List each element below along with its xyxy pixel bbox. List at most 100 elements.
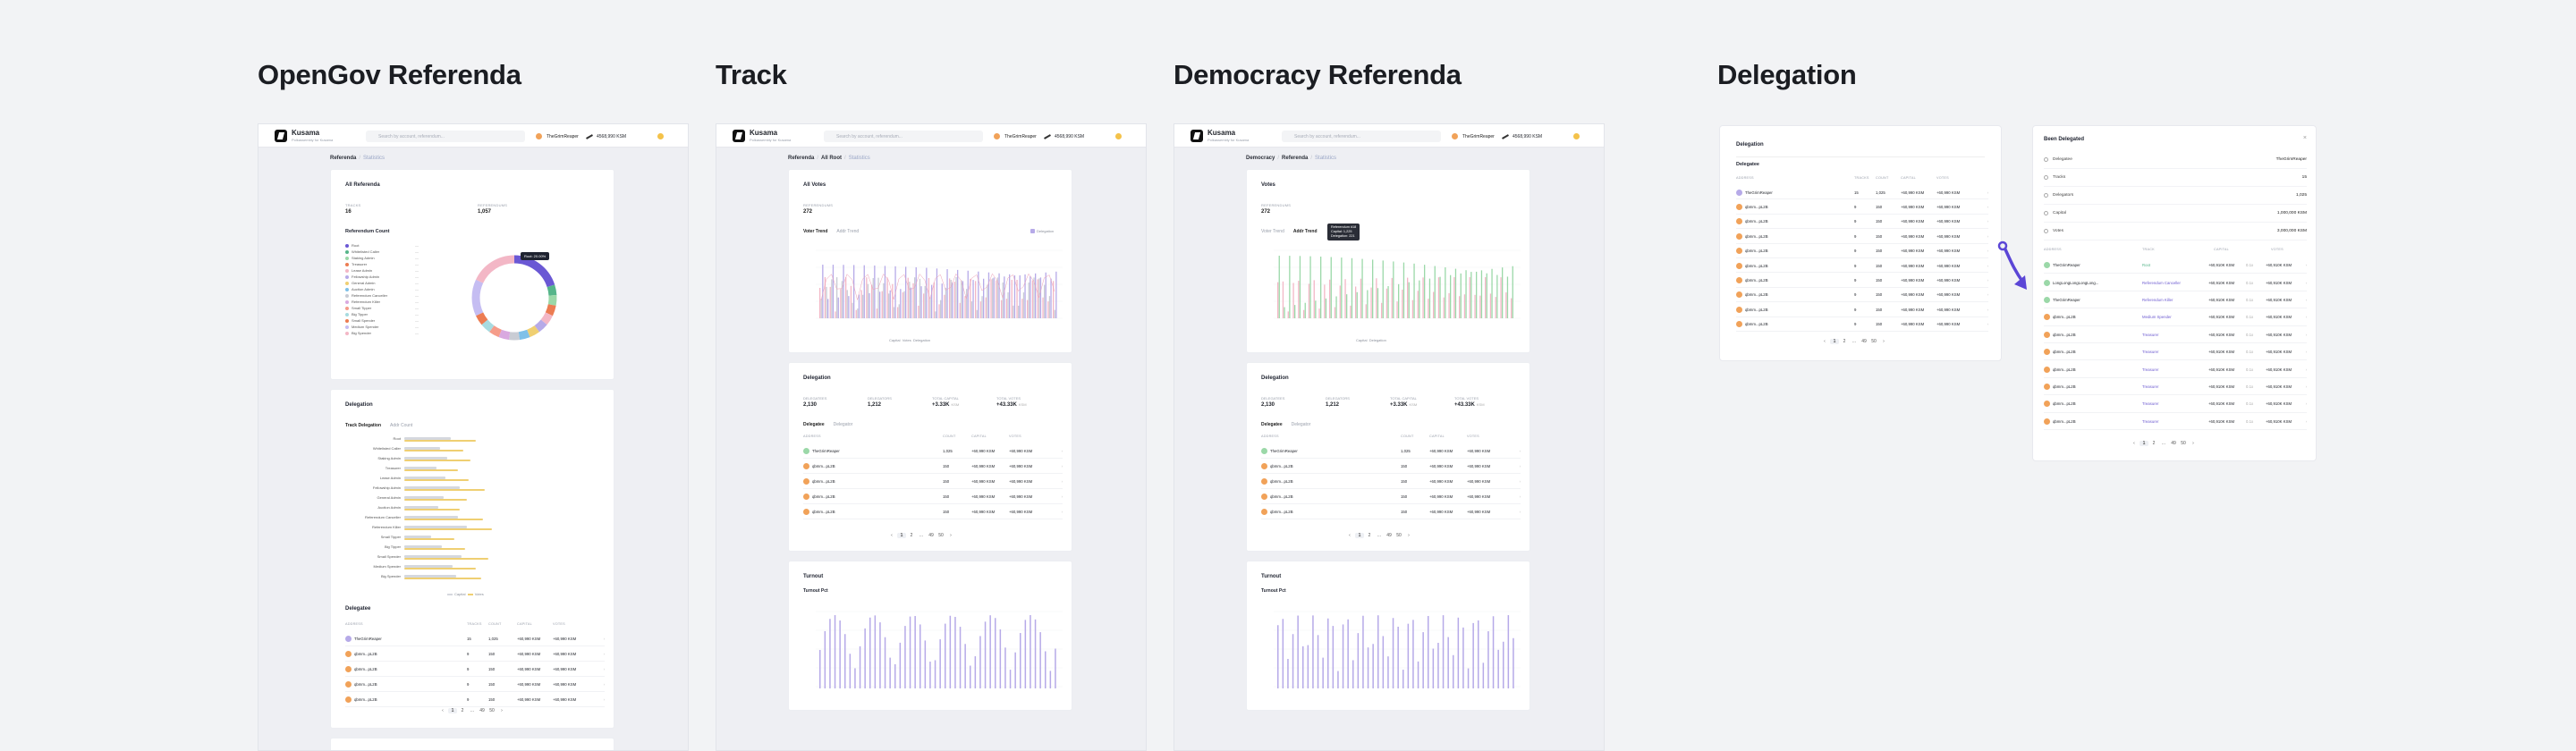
balance-button[interactable]: 4568,990 KSM — [1502, 131, 1542, 139]
page-button[interactable]: 49 — [928, 533, 934, 538]
bar-capital[interactable] — [404, 575, 456, 578]
table-row[interactable]: qbmm...pL2B 150 +60,990 KSM +60,990 KSM › — [803, 459, 1063, 474]
turnout-bar[interactable] — [970, 665, 971, 688]
trend-bar[interactable] — [979, 301, 982, 318]
turnout-bar[interactable] — [1024, 620, 1027, 688]
trend-bar[interactable] — [1402, 262, 1405, 318]
page-button[interactable]: ... — [2161, 441, 2166, 446]
trend-bar[interactable] — [1341, 257, 1343, 318]
bar-votes[interactable] — [404, 558, 488, 560]
table-row[interactable]: qbmm...pL2B 9 150 +60,990 KSM +60,990 KSM › — [345, 677, 605, 692]
trend-bar[interactable] — [884, 266, 886, 318]
trend-bar[interactable] — [1460, 273, 1462, 318]
row-address[interactable]: qbmm...pL2B — [2053, 350, 2076, 355]
trend-bar[interactable] — [1019, 274, 1021, 318]
trend-bar[interactable] — [928, 277, 930, 318]
bar-votes[interactable] — [404, 548, 465, 550]
bar-capital[interactable] — [404, 545, 442, 548]
bar-capital[interactable] — [404, 447, 440, 450]
page-button[interactable]: 2 — [2152, 441, 2156, 446]
turnout-bar[interactable] — [854, 668, 856, 688]
row-address[interactable]: qbmm...pL2B — [1270, 464, 1293, 468]
trend-bar[interactable] — [1033, 277, 1035, 318]
turnout-bar[interactable] — [1004, 647, 1006, 688]
page-button[interactable]: 1 — [1355, 533, 1364, 538]
chevron-right-icon[interactable]: › — [1061, 510, 1063, 514]
row-address[interactable]: qbmm...pL2B — [1745, 278, 1768, 283]
turnout-bar[interactable] — [1362, 615, 1364, 688]
trend-bar[interactable] — [1028, 282, 1030, 318]
trend-bar[interactable] — [992, 278, 994, 318]
trend-bar[interactable] — [1459, 296, 1461, 318]
trend-bar[interactable] — [1385, 288, 1388, 318]
trend-bar[interactable] — [952, 282, 953, 318]
trend-bar[interactable] — [1398, 283, 1400, 318]
tab-delegator[interactable]: Delegator — [1291, 422, 1311, 427]
table-row[interactable]: qbmm...pL2B 150 +60,990 KSM +60,990 KSM › — [803, 504, 1063, 519]
row-address[interactable]: qbmm...pL2B — [2053, 367, 2076, 372]
bar-votes[interactable] — [404, 519, 483, 520]
column-header[interactable]: CAPITAL — [2214, 248, 2229, 251]
trend-bar[interactable] — [820, 299, 822, 318]
trend-bar[interactable] — [819, 288, 821, 318]
turnout-bar[interactable] — [1492, 616, 1495, 688]
turnout-bar[interactable] — [1372, 644, 1374, 688]
trend-bar[interactable] — [889, 290, 891, 318]
trend-bar[interactable] — [898, 304, 900, 318]
turnout-bar[interactable] — [1312, 615, 1314, 688]
page-button[interactable]: 49 — [1386, 533, 1392, 538]
trend-bar[interactable] — [866, 277, 868, 318]
donut-slice[interactable] — [471, 279, 484, 316]
trend-bar[interactable] — [853, 265, 855, 318]
turnout-bar[interactable] — [834, 615, 836, 688]
pagination[interactable]: ‹ 1 2... 49 50 › — [2130, 441, 2199, 446]
trend-bar[interactable] — [1048, 296, 1051, 318]
trend-bar[interactable] — [872, 278, 874, 318]
trend-bar[interactable] — [1496, 274, 1498, 318]
trend-bar[interactable] — [950, 279, 952, 318]
chevron-right-icon[interactable]: › — [1987, 307, 1988, 312]
trend-bar[interactable] — [944, 294, 945, 318]
bar-votes[interactable] — [404, 450, 463, 451]
column-header[interactable]: VOTES — [1467, 435, 1479, 438]
trend-bar[interactable] — [967, 270, 969, 318]
row-address[interactable]: qbmm...pL2B — [2053, 401, 2076, 407]
trend-bar[interactable] — [877, 277, 879, 318]
trend-bar[interactable] — [907, 277, 909, 318]
trend-bar[interactable] — [1367, 290, 1368, 318]
trend-bar[interactable] — [1485, 277, 1487, 318]
row-address[interactable]: qbmm...pL2B — [354, 652, 377, 656]
table-row[interactable]: qbmm...pL2B 150 +60,990 KSM +60,990 KSM › — [1261, 504, 1521, 519]
turnout-bar[interactable] — [879, 622, 881, 688]
donut-slice[interactable] — [481, 319, 495, 333]
trend-bar[interactable] — [1055, 271, 1057, 318]
trend-bar[interactable] — [1303, 309, 1305, 318]
table-row[interactable]: qbmm...pL2B 9 150 +60,990 KSM +60,990 KSM › — [1736, 258, 1988, 274]
trend-bar[interactable] — [1044, 284, 1046, 318]
trend-bar[interactable] — [914, 277, 916, 318]
trend-bar[interactable] — [831, 279, 833, 318]
theme-toggle-icon[interactable] — [657, 133, 664, 139]
turnout-bar[interactable] — [1282, 619, 1284, 688]
row-address[interactable]: qbmm...pL2B — [812, 464, 835, 468]
table-row[interactable]: qbmm...pL2B 9 150 +60,990 KSM +60,990 KSM › — [1736, 229, 1988, 244]
turnout-bar[interactable] — [884, 637, 886, 688]
turnout-bar[interactable] — [1332, 626, 1335, 688]
turnout-bar[interactable] — [1277, 625, 1279, 688]
trend-bar[interactable] — [975, 281, 977, 318]
row-address[interactable]: qbmm...pL2B — [1745, 263, 1768, 268]
turnout-bar[interactable] — [1034, 619, 1037, 688]
trend-bar[interactable] — [1027, 300, 1029, 318]
column-header[interactable]: CAPITAL — [517, 622, 532, 626]
trend-bar[interactable] — [1465, 270, 1467, 318]
trend-bar[interactable] — [1411, 300, 1414, 318]
bar-capital[interactable] — [404, 457, 447, 460]
chevron-right-icon[interactable]: › — [1987, 322, 1988, 327]
turnout-bar[interactable] — [909, 616, 911, 688]
theme-toggle-icon[interactable] — [1115, 133, 1122, 139]
donut-slice[interactable] — [527, 325, 539, 338]
trend-bar[interactable] — [1007, 291, 1009, 318]
turnout-bar[interactable] — [1317, 635, 1319, 688]
turnout-bar[interactable] — [1357, 633, 1360, 688]
page-button[interactable]: 2 — [910, 533, 913, 538]
